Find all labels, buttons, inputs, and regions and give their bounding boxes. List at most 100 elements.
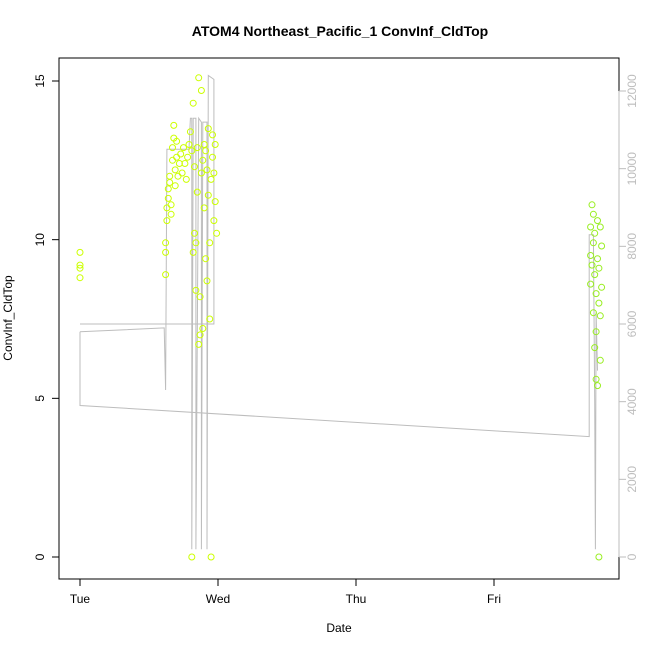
y-axis-label: ConvInf_CldTop	[1, 275, 15, 361]
data-point	[210, 169, 218, 177]
data-point	[191, 163, 198, 171]
data-point	[189, 99, 197, 107]
data-point	[588, 261, 596, 269]
data-point	[188, 147, 196, 155]
y2-tick-label: 10000	[625, 152, 639, 186]
data-point	[199, 325, 207, 332]
data-point	[207, 175, 215, 183]
data-point	[196, 293, 204, 301]
data-point	[162, 271, 170, 279]
data-point	[596, 312, 604, 320]
data-point	[200, 204, 208, 212]
data-point	[211, 141, 219, 148]
data-point	[177, 150, 185, 158]
data-point	[164, 194, 172, 202]
data-point	[182, 175, 190, 183]
data-point	[598, 242, 606, 250]
data-point	[76, 274, 84, 282]
data-point	[211, 198, 219, 206]
data-point	[209, 131, 216, 139]
data-point	[588, 201, 596, 209]
data-point	[195, 74, 203, 82]
data-point	[197, 169, 205, 177]
data-point	[185, 141, 193, 148]
data-point	[591, 344, 599, 352]
data-point	[163, 217, 171, 225]
y2-tick-label: 8000	[625, 233, 639, 260]
data-point	[591, 271, 599, 279]
data-point	[594, 255, 601, 263]
data-point	[193, 144, 201, 152]
data-point	[207, 553, 215, 561]
data-point	[186, 128, 194, 136]
x-axis-label: Date	[326, 621, 352, 635]
data-point	[197, 87, 205, 94]
series-line-wed	[79, 74, 215, 550]
x-tick-label: Fri	[487, 592, 501, 606]
data-point	[592, 328, 600, 336]
data-point	[173, 153, 181, 161]
data-point	[181, 160, 189, 167]
data-point	[206, 315, 214, 323]
y-tick-label: 15	[33, 74, 47, 88]
data-point	[596, 223, 604, 231]
data-point	[196, 331, 204, 339]
data-point	[204, 191, 212, 199]
data-point	[174, 172, 182, 180]
data-point	[202, 147, 210, 155]
data-point	[184, 153, 192, 161]
y-tick-label: 10	[33, 233, 47, 247]
data-point	[173, 137, 181, 145]
data-point	[195, 340, 203, 348]
data-point	[595, 299, 603, 307]
data-point	[213, 229, 221, 237]
data-point	[188, 553, 196, 561]
data-point	[203, 166, 211, 174]
data-point	[192, 286, 200, 294]
x-axis: Tue Wed Thu Fri	[70, 578, 501, 606]
data-point	[169, 144, 176, 152]
data-point	[76, 264, 84, 272]
y2-tick-label: 2000	[625, 466, 639, 493]
data-point	[592, 290, 600, 298]
data-point	[189, 248, 197, 256]
data-point	[162, 248, 170, 256]
data-point	[202, 255, 210, 263]
data-point	[594, 382, 601, 390]
data-point	[199, 156, 207, 164]
series-line-main	[79, 234, 598, 550]
data-point	[171, 166, 179, 174]
y2-axis: 0 2000 4000 6000 8000 10000 12000	[618, 74, 639, 560]
data-point	[203, 277, 211, 285]
y2-tick-label: 0	[625, 553, 639, 560]
y-axis: 0 5 10 15	[33, 74, 60, 560]
data-point	[193, 188, 201, 196]
data-point	[180, 144, 187, 152]
data-point	[210, 217, 218, 225]
chart-title: ATOM4 Northeast_Pacific_1 ConvInf_CldTop	[192, 23, 488, 39]
data-point	[76, 248, 84, 256]
data-point	[589, 210, 597, 218]
data-point	[206, 239, 214, 247]
data-point	[209, 153, 216, 161]
line-series	[79, 74, 598, 550]
data-point	[587, 223, 595, 231]
plot-area	[58, 57, 620, 580]
data-point	[592, 375, 600, 383]
data-point	[595, 264, 603, 272]
y2-tick-label: 12000	[625, 74, 639, 108]
x-tick-label: Thu	[346, 592, 367, 606]
data-point	[191, 229, 198, 237]
data-point	[166, 179, 174, 186]
data-point	[589, 309, 597, 317]
data-point	[591, 229, 599, 237]
data-point	[587, 280, 595, 288]
y-tick-label: 5	[33, 395, 47, 402]
y2-tick-label: 4000	[625, 388, 639, 415]
plot-frame	[58, 57, 620, 580]
data-point	[167, 201, 175, 209]
data-point	[598, 283, 606, 291]
y-tick-label: 0	[33, 553, 47, 560]
data-point	[170, 121, 178, 129]
